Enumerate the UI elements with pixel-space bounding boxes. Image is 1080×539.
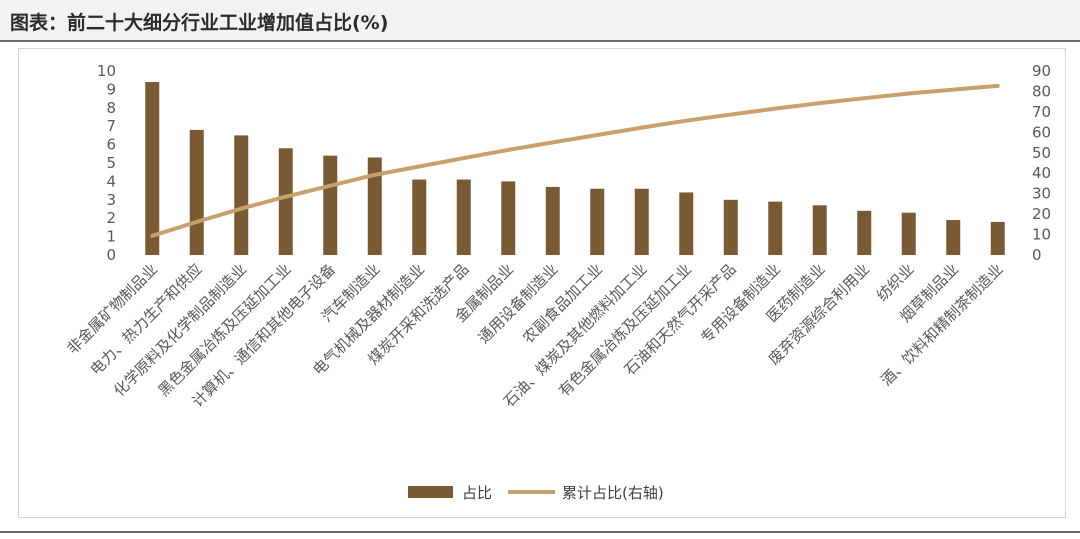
category-labels: 非金属矿物制品业电力、热力生产和供应化学原料及化学制品制造业黑色金属冶炼及压延加…: [63, 260, 1006, 411]
line-series: [150, 83, 1000, 238]
left-tick-label: 4: [106, 172, 116, 190]
legend-bar-label: 占比: [462, 484, 492, 502]
left-tick-label: 2: [106, 209, 116, 227]
right-tick-label: 50: [1032, 144, 1051, 162]
right-tick-label: 70: [1032, 103, 1051, 121]
bar: [768, 201, 783, 255]
bar: [634, 188, 649, 255]
bar: [234, 135, 249, 255]
bar: [679, 192, 694, 255]
right-tick-label: 60: [1032, 123, 1051, 141]
left-tick-label: 6: [106, 136, 116, 154]
bar-series: [145, 82, 1005, 255]
left-tick-label: 10: [97, 62, 116, 80]
left-tick-label: 5: [106, 154, 116, 172]
bar: [723, 199, 738, 255]
bar: [590, 188, 605, 255]
right-axis-ticks: 0 10 20 30 40 50 60 70 80 90: [1032, 62, 1051, 264]
left-tick-label: 0: [106, 246, 116, 264]
bar: [278, 148, 293, 255]
bar: [812, 205, 827, 255]
bottom-rule: [0, 531, 1080, 533]
bar: [367, 157, 382, 255]
bar: [145, 82, 160, 255]
right-tick-label: 30: [1032, 185, 1051, 203]
bar: [323, 155, 338, 255]
left-tick-label: 8: [106, 99, 116, 117]
left-tick-label: 9: [106, 80, 116, 98]
chart-frame: [18, 48, 1066, 518]
chart-title: 图表：前二十大细分行业工业增加值占比(%): [10, 12, 389, 34]
bar: [545, 186, 560, 255]
right-tick-label: 10: [1032, 226, 1051, 244]
bar: [412, 179, 427, 255]
bar: [501, 181, 516, 255]
bar: [990, 221, 1005, 255]
legend-line-label: 累计占比(右轴): [562, 484, 664, 502]
legend-bar-swatch: [408, 486, 453, 498]
right-tick-label: 40: [1032, 164, 1051, 182]
bar: [857, 210, 872, 255]
left-tick-label: 3: [106, 191, 116, 209]
left-tick-label: 1: [106, 228, 116, 246]
legend: 占比 累计占比(右轴): [408, 484, 664, 502]
right-tick-label: 0: [1032, 246, 1042, 264]
bar: [456, 179, 471, 255]
left-tick-label: 7: [106, 117, 116, 135]
right-tick-label: 90: [1032, 62, 1051, 80]
right-tick-label: 20: [1032, 205, 1051, 223]
bar: [946, 220, 961, 255]
title-bar: 图表：前二十大细分行业工业增加值占比(%): [0, 0, 1080, 42]
bar: [901, 212, 916, 255]
bar: [189, 129, 204, 255]
cumulative-line: [150, 83, 1000, 238]
right-tick-label: 80: [1032, 82, 1051, 100]
